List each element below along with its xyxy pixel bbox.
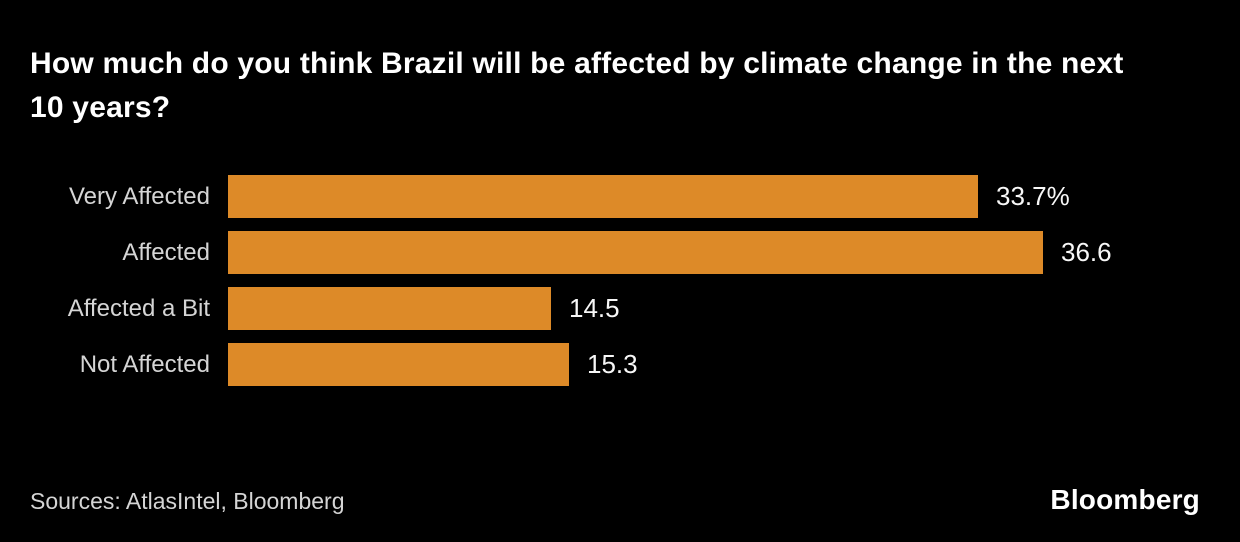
bar [228, 175, 978, 218]
bar [228, 343, 569, 386]
category-label: Very Affected [69, 183, 210, 210]
sources-note: Sources: AtlasIntel, Bloomberg [30, 488, 345, 514]
bar [228, 287, 551, 330]
chart-title: How much do you think Brazil will be aff… [30, 47, 1124, 124]
bar-row: Affected 36.6 [0, 231, 1240, 274]
value-label: 36.6 [1061, 237, 1112, 267]
bloomberg-logo: Bloomberg [1050, 484, 1200, 515]
bar [228, 231, 1043, 274]
bar-row: Not Affected 15.3 [0, 343, 1240, 386]
value-label: 14.5 [569, 293, 620, 323]
category-label: Affected a Bit [67, 295, 210, 322]
bar-row: Affected a Bit 14.5 [0, 287, 1240, 330]
value-label: 15.3 [587, 349, 638, 379]
value-label: 33.7% [996, 181, 1070, 211]
category-label: Not Affected [79, 351, 210, 378]
category-label: Affected [122, 239, 210, 266]
bar-chart: Very Affected 33.7% Affected 36.6 Affected a… [0, 175, 1240, 386]
bar-row: Very Affected 33.7% [0, 175, 1240, 218]
